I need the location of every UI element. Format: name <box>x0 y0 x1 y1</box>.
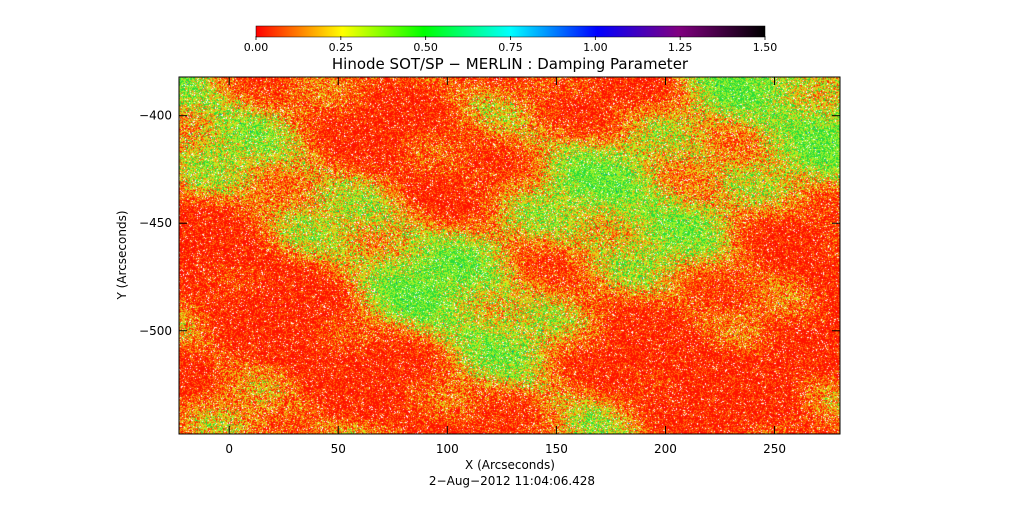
colorbar-tick-label: 0.25 <box>329 41 354 54</box>
x-axis-label: X (Arcseconds) <box>465 458 555 472</box>
x-tick-label: 100 <box>436 442 459 456</box>
colorbar-tick-label: 1.25 <box>668 41 693 54</box>
colorbar-tick-label: 0.75 <box>498 41 523 54</box>
damping-map-raster <box>179 77 840 434</box>
y-tick-label: −400 <box>139 109 172 123</box>
x-tick-label: 250 <box>763 442 786 456</box>
y-tick-label: −500 <box>139 324 172 338</box>
x-tick-label: 0 <box>225 442 233 456</box>
y-tick-label: −450 <box>139 216 172 230</box>
x-tick-label: 150 <box>545 442 568 456</box>
heatmap-image <box>179 77 840 434</box>
y-axis-ticks: −400 −450 −500 <box>139 109 840 338</box>
x-tick-label: 50 <box>331 442 346 456</box>
timestamp: 2−Aug−2012 11:04:06.428 <box>429 474 595 488</box>
x-axis-ticks: 0 50 100 150 200 250 <box>225 77 786 456</box>
colorbar-tick-label: 1.00 <box>583 41 608 54</box>
colorbar-tick-label: 0.00 <box>244 41 269 54</box>
x-tick-label: 200 <box>654 442 677 456</box>
colorbar-tick-label: 1.50 <box>753 41 778 54</box>
y-axis-label: Y (Arcseconds) <box>115 210 129 300</box>
colorbar-tick-label: 0.50 <box>413 41 438 54</box>
chart-title: Hinode SOT/SP − MERLIN : Damping Paramet… <box>332 55 689 73</box>
plot-frame <box>178 76 841 435</box>
colorbar-ticks: 0.00 0.25 0.50 0.75 1.00 1.25 1.50 <box>244 36 778 54</box>
colorbar <box>255 25 766 38</box>
